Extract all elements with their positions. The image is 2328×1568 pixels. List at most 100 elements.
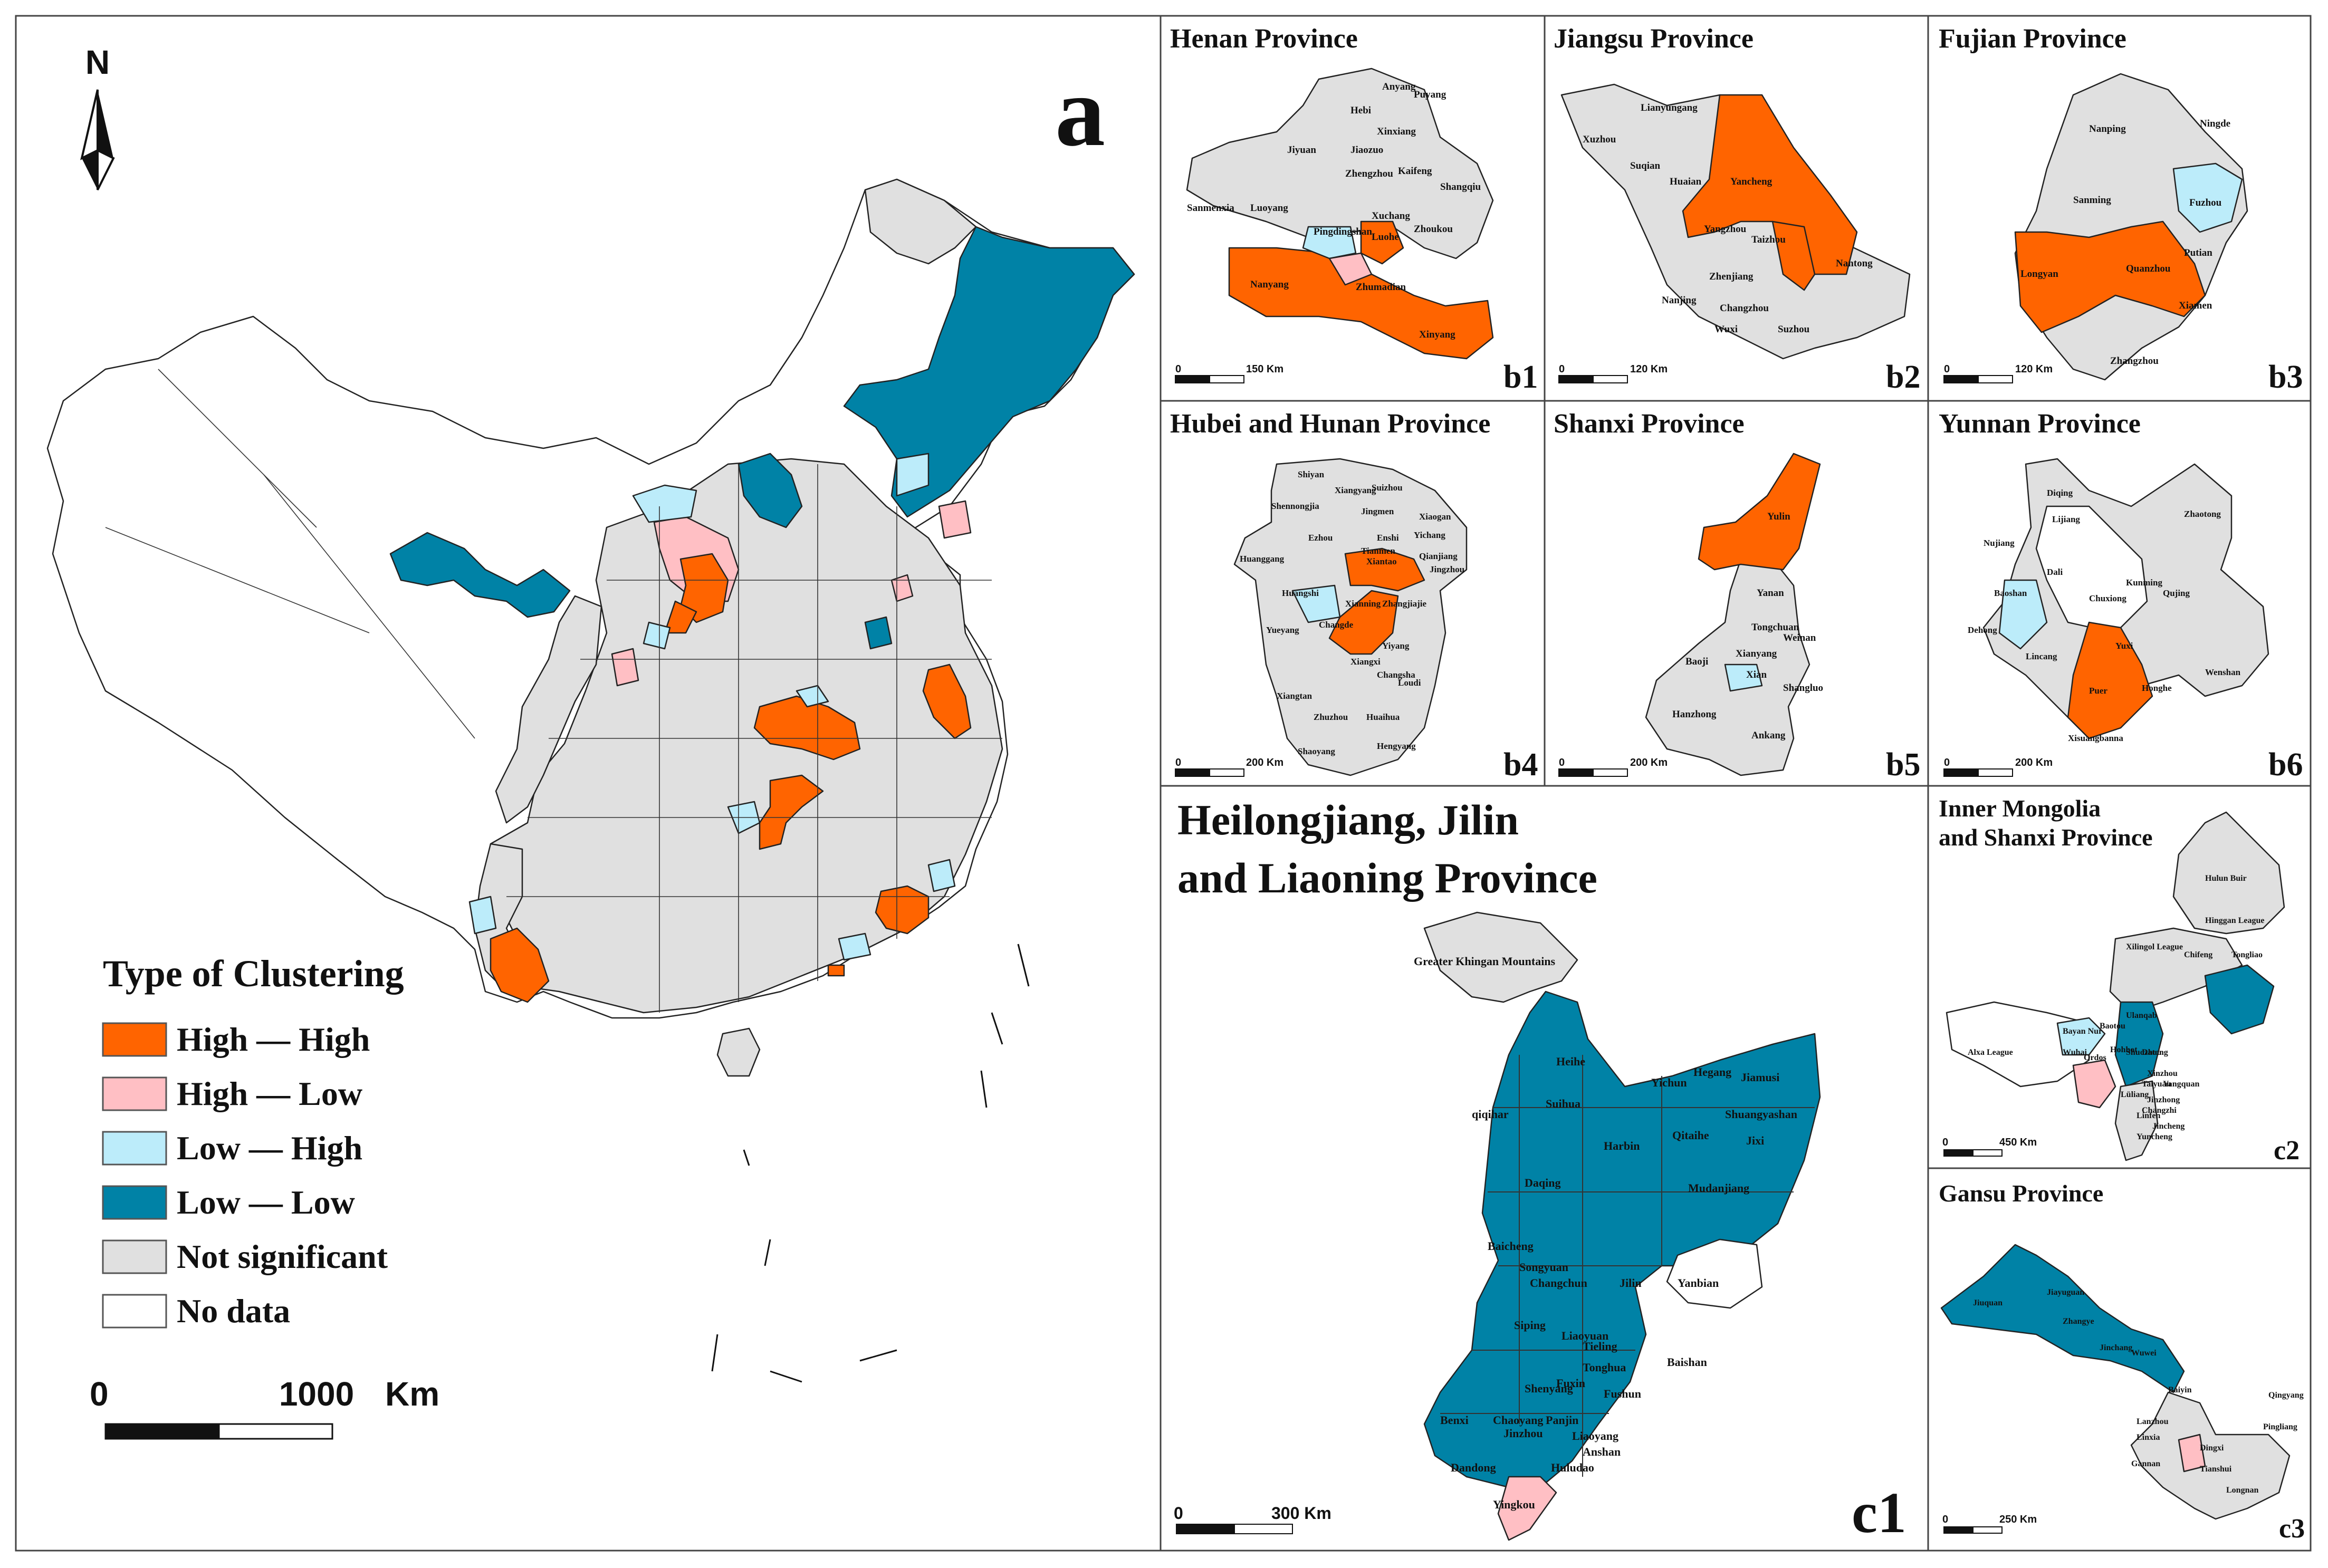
place-label: Changzhi (2142, 1106, 2177, 1115)
panel-b3: Fujian Province Nanping Ningde Sanming Fuzh… (1939, 24, 2303, 395)
place-label: Shuangyashan (1725, 1108, 1797, 1121)
place-label: Wuhai (2063, 1048, 2087, 1057)
scale-unit: Km (385, 1375, 439, 1413)
place-label: Yulin (1767, 511, 1790, 522)
place-label: Yangzhou (1704, 224, 1747, 235)
panel-b2: Jiangsu Province Lianyungang Xuzhou Suqian… (1554, 24, 1920, 395)
low-low-region (737, 453, 803, 528)
legend-label: High — Low (177, 1075, 362, 1112)
place-label: Zhangjiajie (1382, 599, 1427, 609)
place-label: Yiyang (1382, 641, 1410, 651)
panel-c2: Inner Mongolia and Shanxi Province Hulun… (1939, 795, 2300, 1166)
place-label: Nanjing (1662, 295, 1697, 306)
legend-swatch-not-significant (102, 1239, 167, 1274)
outer-frame (15, 15, 2312, 1552)
svg-text:0: 0 (1944, 363, 1950, 375)
scale-bar: 0 200 Km (1943, 757, 2053, 777)
place-label: Wenshan (2205, 667, 2241, 677)
place-label: Linxia (2137, 1433, 2160, 1442)
place-label: Liaoyang (1572, 1429, 1618, 1442)
main-scale-bar: 0 1000 Km (90, 1375, 439, 1440)
high-high-region (922, 663, 972, 739)
place-label: Xinyang (1419, 329, 1455, 340)
place-label: Qujing (2163, 588, 2190, 598)
place-label: qiqihar (1472, 1108, 1509, 1121)
place-label: Panjin (1546, 1413, 1578, 1427)
panel-title: Henan Province (1170, 24, 1358, 54)
scale-bar: 0 120 Km (1558, 363, 1668, 383)
place-label: Linfen (2137, 1111, 2160, 1120)
place-label: Tieling (1583, 1340, 1617, 1353)
low-low-region (2204, 964, 2275, 1035)
svg-text:0: 0 (1175, 363, 1181, 375)
place-label: Xilingol League (2126, 942, 2183, 951)
place-label: Sanmenxia (1187, 203, 1234, 214)
high-high-region (1328, 590, 1399, 655)
place-label: Yingkou (1493, 1498, 1535, 1511)
high-high-region (1698, 453, 1821, 571)
legend: Type of Clustering High — High High — Low… (102, 953, 404, 1330)
legend-label: Low — Low (177, 1184, 355, 1221)
place-label: Xuzhou (1583, 134, 1616, 145)
svg-text:0: 0 (1944, 757, 1950, 768)
scale-text: 120 Km (1630, 363, 1668, 375)
high-high-region (1360, 220, 1404, 265)
place-label: Suihua (1546, 1097, 1580, 1110)
place-label: Siping (1514, 1319, 1546, 1332)
north-label: N (85, 43, 110, 81)
place-label: Zhoukou (1414, 224, 1453, 235)
place-label: Ankang (1751, 730, 1786, 741)
legend-swatch-high-high (102, 1022, 167, 1057)
place-label: Shenyang (1525, 1382, 1573, 1395)
low-low-region (843, 226, 1135, 518)
place-label: Zhengzhou (1345, 168, 1393, 179)
place-label: Tianmen (1361, 546, 1395, 556)
place-label: Yancheng (1730, 176, 1773, 187)
place-label: Baotou (2100, 1022, 2125, 1031)
panel-label: b6 (2268, 747, 2303, 783)
place-label: Shuozhou (2126, 1048, 2162, 1057)
place-label: Ulanqab (2126, 1011, 2157, 1020)
legend-title: Type of Clustering (103, 953, 404, 995)
place-label: Mudanjiang (1688, 1181, 1749, 1195)
place-label: Jinzhou (1503, 1427, 1543, 1440)
place-label: Lijiang (2052, 514, 2080, 524)
scale-text: 200 Km (1246, 757, 1283, 768)
scale-text: 120 Km (2015, 363, 2053, 375)
place-label: Hohhot (2110, 1045, 2138, 1054)
place-label: Shennongjia (1271, 501, 1319, 511)
place-label: Jiamusi (1741, 1071, 1779, 1084)
high-high-region (664, 600, 697, 634)
place-label: Puyang (1414, 89, 1446, 100)
svg-text:0: 0 (1559, 757, 1565, 768)
legend-label: Low — High (177, 1129, 362, 1167)
low-high-region (2172, 162, 2243, 233)
place-label: Jinzhong (2147, 1095, 2180, 1104)
panel-title: Jiangsu Province (1554, 24, 1754, 54)
place-label: Xinzhou (2147, 1069, 2178, 1078)
high-high-region (490, 927, 550, 1003)
svg-text:0: 0 (1942, 1137, 1948, 1148)
panel-label: c2 (2274, 1136, 2300, 1166)
place-label: Taizhou (1751, 234, 1786, 245)
panel-title: Fujian Province (1939, 24, 2126, 54)
place-label: Yangquan (2163, 1080, 2199, 1089)
scale-text: 300 Km (1271, 1504, 1331, 1523)
place-label: Chuxiong (2089, 593, 2126, 603)
place-label: Ordos (2084, 1053, 2106, 1062)
no-data-region (1946, 1001, 2090, 1088)
place-label: Xianning (1345, 599, 1381, 609)
panel-c3: Gansu Province Jiuquan Jiayuguan Zhangye Ji… (1939, 1180, 2305, 1544)
place-label: Jinchang (2100, 1343, 2132, 1352)
place-label: Yanan (1757, 588, 1784, 599)
place-label: Baoshan (1994, 588, 2027, 598)
place-label: Xiaogan (1419, 512, 1451, 522)
scale-text: 450 Km (1999, 1137, 2037, 1148)
place-label: Heihe (1556, 1055, 1585, 1068)
place-label: Xiangxi (1350, 657, 1381, 667)
place-label: Weinan (1783, 632, 1816, 643)
place-label: Hanzhong (1672, 709, 1717, 720)
place-label: Chifeng (2184, 950, 2212, 959)
place-label: Xinxiang (1377, 126, 1416, 137)
